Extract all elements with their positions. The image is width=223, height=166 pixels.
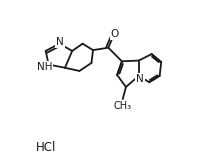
Text: N: N bbox=[56, 37, 64, 47]
Text: HCl: HCl bbox=[36, 141, 56, 154]
Text: CH₃: CH₃ bbox=[114, 101, 132, 111]
Text: NH: NH bbox=[37, 62, 52, 72]
Text: N: N bbox=[136, 74, 144, 84]
Text: O: O bbox=[111, 29, 119, 39]
